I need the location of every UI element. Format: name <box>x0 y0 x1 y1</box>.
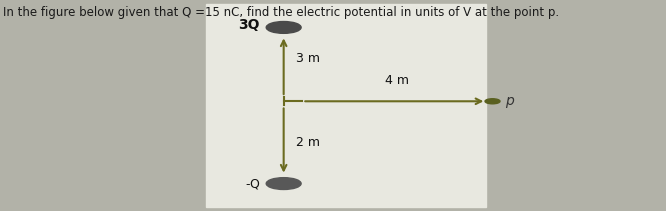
Text: 2 m: 2 m <box>296 136 320 149</box>
Text: In the figure below given that Q =15 nC, find the electric potential in units of: In the figure below given that Q =15 nC,… <box>3 6 559 19</box>
Bar <box>206 4 486 207</box>
Text: p: p <box>505 94 513 108</box>
Text: 4 m: 4 m <box>386 74 410 87</box>
Circle shape <box>485 99 500 104</box>
Text: -Q: -Q <box>245 177 260 190</box>
Circle shape <box>266 22 301 33</box>
Text: 3 m: 3 m <box>296 51 320 65</box>
Circle shape <box>266 178 301 189</box>
Text: 3Q: 3Q <box>238 18 260 32</box>
